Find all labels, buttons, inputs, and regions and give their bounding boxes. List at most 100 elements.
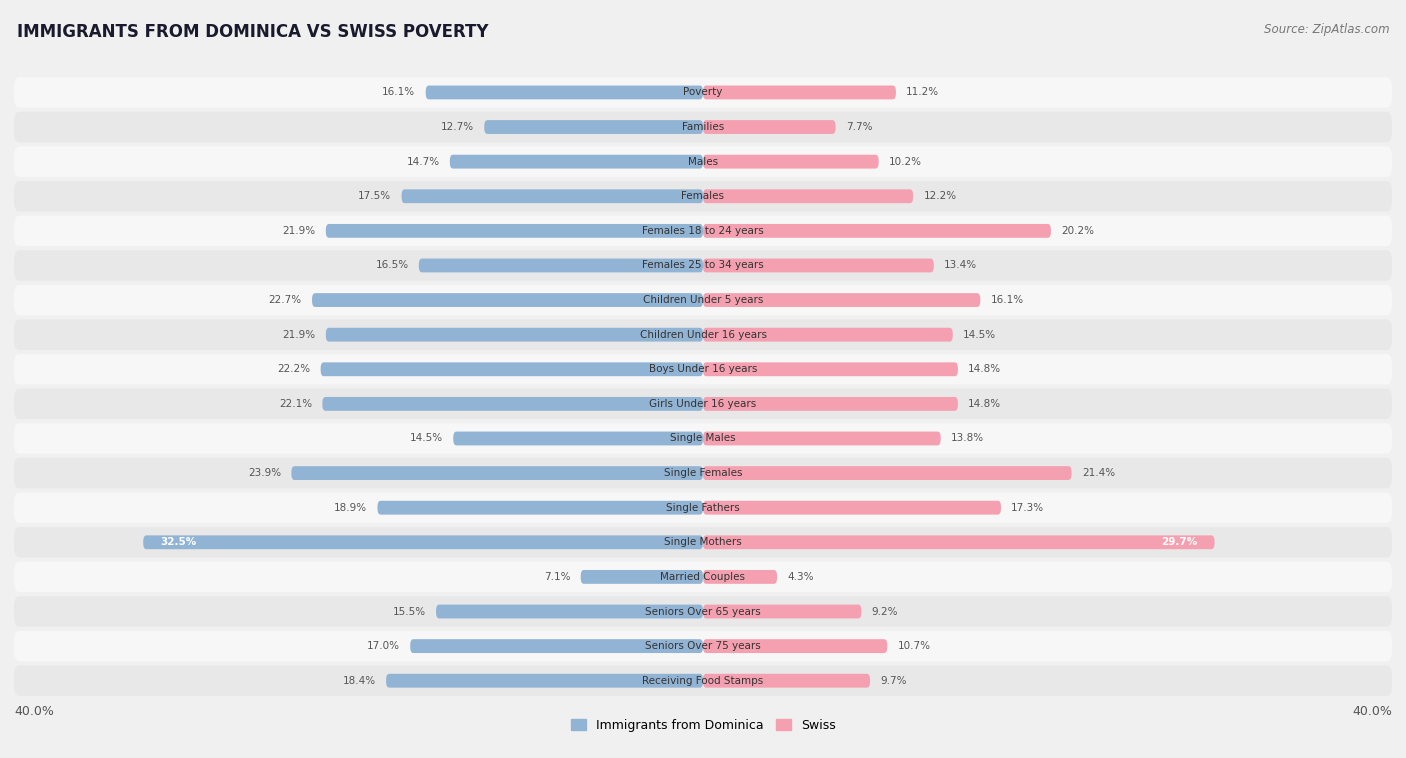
FancyBboxPatch shape <box>703 535 1215 550</box>
Text: Source: ZipAtlas.com: Source: ZipAtlas.com <box>1264 23 1389 36</box>
Text: Females 25 to 34 years: Females 25 to 34 years <box>643 261 763 271</box>
FancyBboxPatch shape <box>703 190 912 203</box>
FancyBboxPatch shape <box>14 527 1392 558</box>
Text: Girls Under 16 years: Girls Under 16 years <box>650 399 756 409</box>
Text: 22.7%: 22.7% <box>269 295 302 305</box>
FancyBboxPatch shape <box>703 397 957 411</box>
FancyBboxPatch shape <box>14 146 1392 177</box>
Legend: Immigrants from Dominica, Swiss: Immigrants from Dominica, Swiss <box>565 714 841 737</box>
Text: 15.5%: 15.5% <box>392 606 426 616</box>
Text: 14.7%: 14.7% <box>406 157 440 167</box>
FancyBboxPatch shape <box>419 258 703 272</box>
Text: Poverty: Poverty <box>683 87 723 98</box>
Text: Receiving Food Stamps: Receiving Food Stamps <box>643 675 763 686</box>
Text: 17.0%: 17.0% <box>367 641 399 651</box>
Text: 10.2%: 10.2% <box>889 157 922 167</box>
FancyBboxPatch shape <box>14 112 1392 143</box>
Text: Single Males: Single Males <box>671 434 735 443</box>
FancyBboxPatch shape <box>14 354 1392 384</box>
Text: 21.9%: 21.9% <box>283 330 315 340</box>
Text: 40.0%: 40.0% <box>1353 705 1392 718</box>
Text: 9.7%: 9.7% <box>880 675 907 686</box>
Text: 13.4%: 13.4% <box>945 261 977 271</box>
FancyBboxPatch shape <box>703 431 941 446</box>
Text: 10.7%: 10.7% <box>897 641 931 651</box>
FancyBboxPatch shape <box>291 466 703 480</box>
Text: Boys Under 16 years: Boys Under 16 years <box>648 365 758 374</box>
FancyBboxPatch shape <box>326 224 703 238</box>
Text: 18.4%: 18.4% <box>343 675 375 686</box>
FancyBboxPatch shape <box>14 215 1392 246</box>
FancyBboxPatch shape <box>14 389 1392 419</box>
FancyBboxPatch shape <box>14 181 1392 211</box>
FancyBboxPatch shape <box>143 535 703 550</box>
FancyBboxPatch shape <box>703 466 1071 480</box>
FancyBboxPatch shape <box>14 666 1392 696</box>
FancyBboxPatch shape <box>703 86 896 99</box>
Text: 17.5%: 17.5% <box>359 191 391 202</box>
Text: 14.8%: 14.8% <box>969 399 1001 409</box>
Text: 20.2%: 20.2% <box>1062 226 1094 236</box>
Text: Females: Females <box>682 191 724 202</box>
Text: Seniors Over 65 years: Seniors Over 65 years <box>645 606 761 616</box>
FancyBboxPatch shape <box>14 77 1392 108</box>
Text: IMMIGRANTS FROM DOMINICA VS SWISS POVERTY: IMMIGRANTS FROM DOMINICA VS SWISS POVERT… <box>17 23 488 41</box>
FancyBboxPatch shape <box>14 493 1392 523</box>
FancyBboxPatch shape <box>426 86 703 99</box>
Text: Single Mothers: Single Mothers <box>664 537 742 547</box>
Text: 16.5%: 16.5% <box>375 261 409 271</box>
Text: Males: Males <box>688 157 718 167</box>
FancyBboxPatch shape <box>411 639 703 653</box>
FancyBboxPatch shape <box>14 458 1392 488</box>
Text: Seniors Over 75 years: Seniors Over 75 years <box>645 641 761 651</box>
Text: 29.7%: 29.7% <box>1161 537 1198 547</box>
Text: 17.3%: 17.3% <box>1011 503 1045 512</box>
Text: Single Females: Single Females <box>664 468 742 478</box>
Text: 11.2%: 11.2% <box>907 87 939 98</box>
FancyBboxPatch shape <box>14 631 1392 661</box>
FancyBboxPatch shape <box>387 674 703 688</box>
FancyBboxPatch shape <box>326 327 703 342</box>
Text: 22.2%: 22.2% <box>277 365 311 374</box>
Text: Married Couples: Married Couples <box>661 572 745 582</box>
Text: 22.1%: 22.1% <box>278 399 312 409</box>
FancyBboxPatch shape <box>14 319 1392 350</box>
Text: 13.8%: 13.8% <box>950 434 984 443</box>
Text: 14.5%: 14.5% <box>963 330 997 340</box>
FancyBboxPatch shape <box>703 293 980 307</box>
Text: 23.9%: 23.9% <box>247 468 281 478</box>
Text: 16.1%: 16.1% <box>991 295 1024 305</box>
FancyBboxPatch shape <box>436 605 703 619</box>
FancyBboxPatch shape <box>703 362 957 376</box>
FancyBboxPatch shape <box>450 155 703 168</box>
Text: Children Under 5 years: Children Under 5 years <box>643 295 763 305</box>
FancyBboxPatch shape <box>377 501 703 515</box>
FancyBboxPatch shape <box>453 431 703 446</box>
Text: 21.9%: 21.9% <box>283 226 315 236</box>
Text: 14.5%: 14.5% <box>409 434 443 443</box>
FancyBboxPatch shape <box>703 674 870 688</box>
Text: Single Fathers: Single Fathers <box>666 503 740 512</box>
Text: 9.2%: 9.2% <box>872 606 898 616</box>
Text: 12.7%: 12.7% <box>441 122 474 132</box>
FancyBboxPatch shape <box>703 224 1050 238</box>
FancyBboxPatch shape <box>703 120 835 134</box>
Text: Families: Families <box>682 122 724 132</box>
Text: 7.7%: 7.7% <box>846 122 873 132</box>
Text: 12.2%: 12.2% <box>924 191 956 202</box>
FancyBboxPatch shape <box>703 258 934 272</box>
Text: 21.4%: 21.4% <box>1083 468 1115 478</box>
Text: 18.9%: 18.9% <box>335 503 367 512</box>
Text: 14.8%: 14.8% <box>969 365 1001 374</box>
FancyBboxPatch shape <box>703 605 862 619</box>
FancyBboxPatch shape <box>703 570 778 584</box>
FancyBboxPatch shape <box>402 190 703 203</box>
FancyBboxPatch shape <box>14 250 1392 280</box>
Text: 40.0%: 40.0% <box>14 705 53 718</box>
Text: 16.1%: 16.1% <box>382 87 415 98</box>
FancyBboxPatch shape <box>14 285 1392 315</box>
FancyBboxPatch shape <box>703 501 1001 515</box>
FancyBboxPatch shape <box>703 155 879 168</box>
FancyBboxPatch shape <box>14 562 1392 592</box>
FancyBboxPatch shape <box>703 327 953 342</box>
